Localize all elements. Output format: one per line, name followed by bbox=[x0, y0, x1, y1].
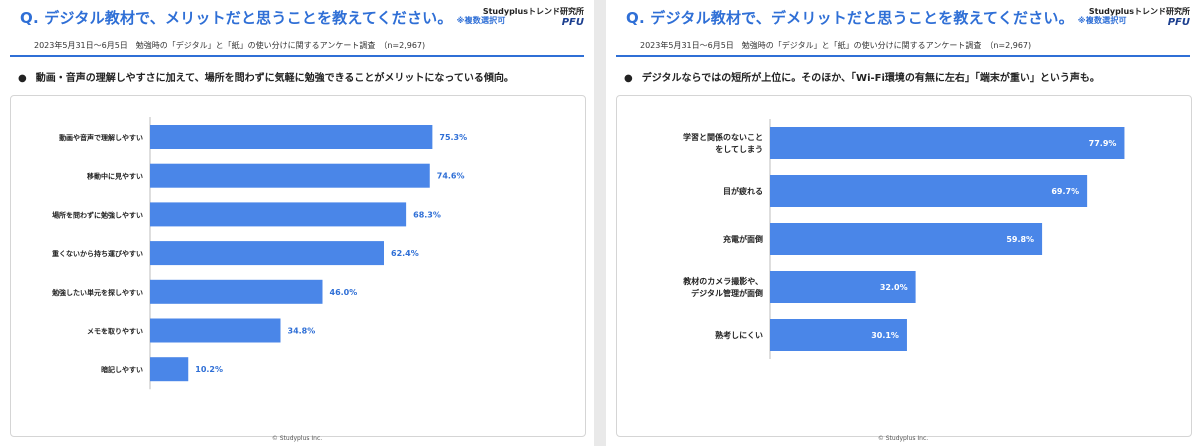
merit-bullet-icon: ● bbox=[18, 73, 27, 84]
merit-value-label: 62.4% bbox=[391, 249, 419, 258]
merit-summary-text: 動画・音声の理解しやすさに加えて、場所を問わずに気軽に勉強できることがメリットに… bbox=[35, 73, 514, 84]
demerit-summary: ● デジタルならではの短所が上位に。そのほか、「Wi-Fi環境の有無に左右」「端末… bbox=[624, 69, 1100, 84]
demerit-bar-chart: 学習と関係のないことをしてしまう 77.9% 目が疲れる 69.7% 充電が面倒 59.8… bbox=[682, 119, 1125, 359]
merit-bar-chart: 動画や音声で理解しやすい 75.3% 移動中に見やすい 74.6% 場所を問わずに勉強し… bbox=[51, 117, 467, 390]
demerit-divider bbox=[616, 55, 1190, 57]
merit-bar bbox=[150, 357, 189, 382]
merit-value-label: 46.0% bbox=[330, 288, 358, 297]
merit-slide: Q. デジタル教材で、メリットだと思うことを教えてください。 ※複数選択可 Stu… bbox=[0, 0, 594, 446]
demerit-bar bbox=[770, 271, 916, 303]
merit-category-label: 場所を問わずに勉強しやすい bbox=[52, 210, 143, 219]
demerit-question-text: Q. デジタル教材で、デメリットだと思うことを教えてください。 bbox=[626, 9, 1074, 27]
merit-survey-subtitle: 2023年5月31日〜6月5日 勉強時の「デジタル」と「紙」の使い分けに関するア… bbox=[34, 41, 426, 50]
merit-question-text: Q. デジタル教材で、メリットだと思うことを教えてください。 bbox=[20, 9, 453, 27]
demerit-value-label: 32.0% bbox=[880, 283, 908, 292]
merit-bar bbox=[150, 125, 433, 149]
merit-brand-name: Studyplusトレンド研究所 bbox=[482, 7, 584, 16]
demerit-category-label: 教材のカメラ撮影や、デジタル管理が面倒 bbox=[682, 276, 763, 298]
demerit-survey-subtitle: 2023年5月31日〜6月5日 勉強時の「デジタル」と「紙」の使い分けに関するア… bbox=[640, 41, 1032, 50]
demerit-brand: Studyplusトレンド研究所 PFU bbox=[1089, 6, 1190, 29]
demerit-value-label: 30.1% bbox=[871, 331, 899, 340]
demerit-bullet-icon: ● bbox=[624, 73, 633, 84]
merit-bar bbox=[150, 318, 281, 343]
merit-value-label: 68.3% bbox=[413, 210, 441, 219]
demerit-slide: Q. デジタル教材で、デメリットだと思うことを教えてください。 ※複数選択可 St… bbox=[606, 0, 1200, 446]
demerit-pfu-logo: PFU bbox=[1167, 17, 1190, 28]
merit-value-label: 75.3% bbox=[439, 133, 467, 142]
demerit-value-label: 77.9% bbox=[1089, 139, 1117, 148]
demerit-bar bbox=[770, 127, 1125, 159]
demerit-brand-name: Studyplusトレンド研究所 bbox=[1088, 7, 1190, 16]
demerit-category-label: 目が疲れる bbox=[723, 186, 763, 196]
merit-value-label: 74.6% bbox=[437, 172, 465, 181]
merit-question-note: ※複数選択可 bbox=[456, 16, 506, 25]
merit-category-label: 動画や音声で理解しやすい bbox=[59, 133, 143, 142]
merit-pfu-logo: PFU bbox=[561, 17, 584, 28]
merit-question-title: Q. デジタル教材で、メリットだと思うことを教えてください。 ※複数選択可 bbox=[20, 7, 506, 28]
demerit-summary-text: デジタルならではの短所が上位に。そのほか、「Wi-Fi環境の有無に左右」「端末が… bbox=[641, 73, 1100, 84]
demerit-category-label: 学習と関係のないことをしてしまう bbox=[683, 132, 763, 154]
merit-category-label: 重くないから持ち運びやすい bbox=[52, 249, 143, 258]
merit-copyright: © Studyplus Inc. bbox=[271, 435, 323, 442]
demerit-question-note: ※複数選択可 bbox=[1077, 16, 1127, 25]
demerit-bar bbox=[770, 319, 907, 351]
merit-value-label: 10.2% bbox=[195, 365, 223, 374]
merit-bar bbox=[150, 163, 430, 188]
merit-bar bbox=[150, 279, 323, 304]
merit-category-label: メモを取りやすい bbox=[87, 327, 143, 336]
demerit-chart-box: 学習と関係のないことをしてしまう 77.9% 目が疲れる 69.7% 充電が面倒 59.8… bbox=[616, 95, 1192, 437]
demerit-question-title: Q. デジタル教材で、デメリットだと思うことを教えてください。 ※複数選択可 bbox=[626, 7, 1127, 28]
demerit-category-label: 熟考しにくい bbox=[715, 330, 763, 340]
merit-summary: ● 動画・音声の理解しやすさに加えて、場所を問わずに気軽に勉強できることがメリット… bbox=[18, 69, 514, 84]
demerit-category-label: 充電が面倒 bbox=[723, 234, 763, 244]
demerit-copyright: © Studyplus Inc. bbox=[877, 435, 929, 442]
demerit-bar bbox=[770, 223, 1043, 255]
demerit-value-label: 69.7% bbox=[1051, 187, 1079, 196]
merit-category-label: 暗記しやすい bbox=[101, 365, 143, 374]
demerit-bar bbox=[770, 175, 1088, 207]
merit-category-label: 勉強したい単元を探しやすい bbox=[51, 288, 143, 297]
merit-brand: Studyplusトレンド研究所 PFU bbox=[483, 6, 584, 29]
merit-value-label: 34.8% bbox=[288, 327, 316, 336]
merit-divider bbox=[10, 55, 584, 57]
merit-chart-box: 動画や音声で理解しやすい 75.3% 移動中に見やすい 74.6% 場所を問わずに勉強し… bbox=[10, 95, 586, 437]
merit-bar bbox=[150, 202, 407, 227]
merit-category-label: 移動中に見やすい bbox=[87, 172, 143, 181]
merit-bar bbox=[150, 241, 384, 266]
demerit-value-label: 59.8% bbox=[1006, 235, 1034, 244]
